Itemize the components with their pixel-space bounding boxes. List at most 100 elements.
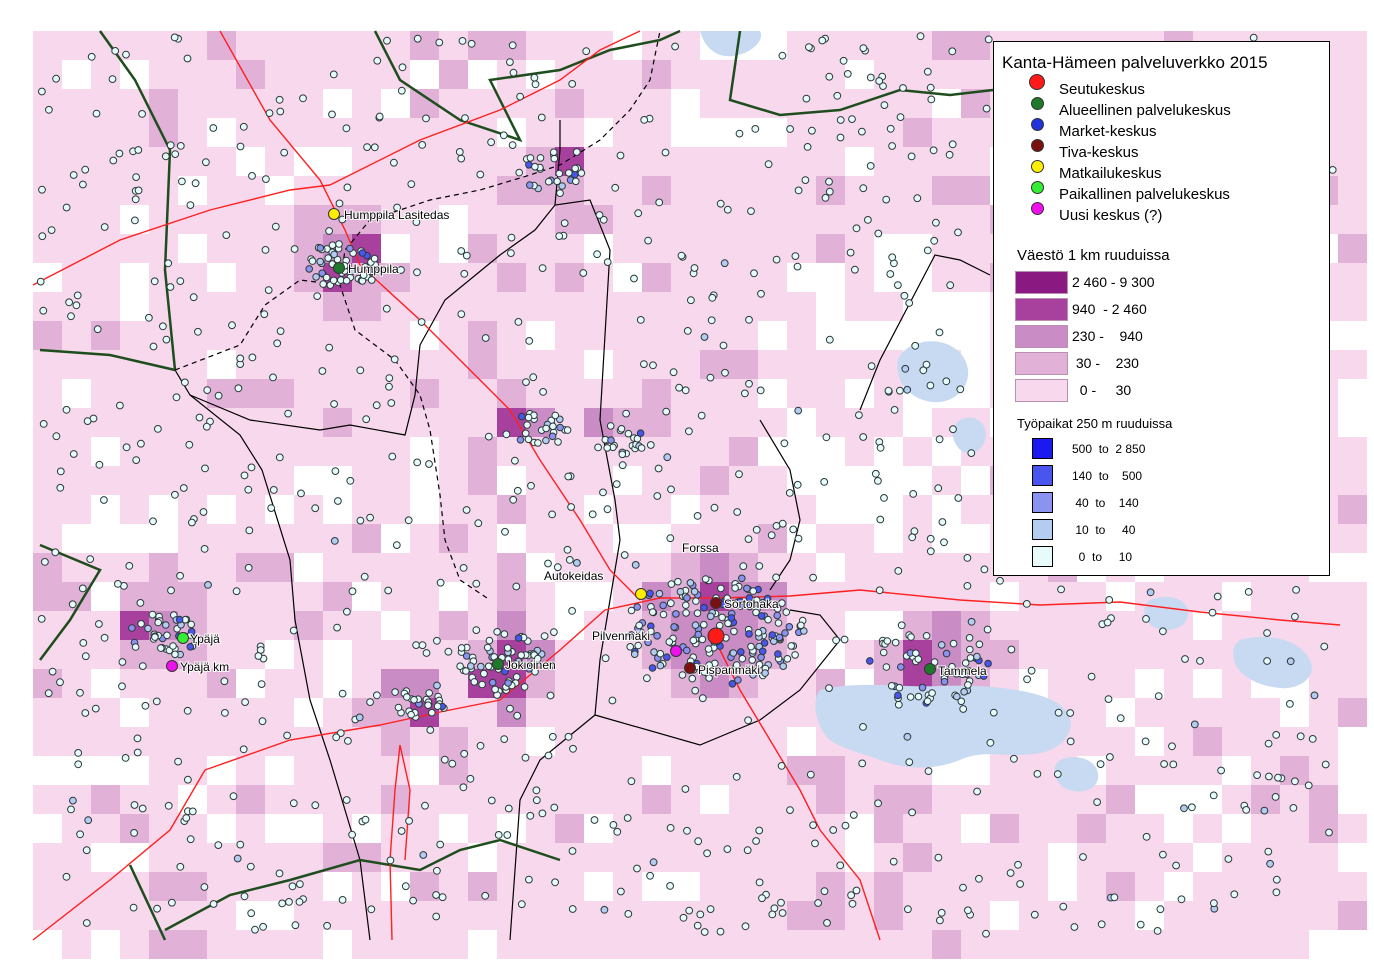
job-grid-circle	[383, 36, 391, 45]
job-grid-circle	[767, 531, 776, 540]
job-grid-circle	[772, 522, 781, 530]
population-cell	[178, 930, 207, 959]
population-cell	[468, 611, 497, 640]
population-cell	[700, 89, 729, 118]
job-grid-circle	[975, 874, 983, 883]
population-cell	[1309, 814, 1338, 843]
population-cell	[526, 466, 555, 495]
population-cell	[178, 727, 207, 756]
population-cell	[33, 872, 62, 901]
service-center-marker	[707, 627, 725, 645]
job-grid-circle	[793, 262, 802, 271]
population-cell	[932, 785, 961, 814]
population-cell	[758, 727, 787, 756]
population-cell	[178, 89, 207, 118]
population-cell	[787, 669, 816, 698]
job-grid-circle	[801, 176, 810, 185]
job-grid-circle	[859, 184, 868, 193]
job-grid-circle	[1136, 920, 1145, 929]
population-cell	[555, 698, 584, 727]
job-grid-circle	[373, 56, 382, 65]
population-cell	[381, 640, 410, 669]
job-grid-circle	[299, 94, 307, 103]
job-grid-circle	[705, 661, 714, 669]
job-grid-circle	[236, 354, 245, 363]
job-grid-circle	[457, 154, 466, 163]
population-cell	[555, 205, 584, 234]
job-grid-circle	[942, 377, 951, 386]
population-cell	[62, 321, 91, 350]
job-grid-circle	[763, 594, 772, 603]
population-cell	[497, 582, 526, 611]
job-grid-circle	[894, 700, 903, 709]
job-grid-circle	[600, 905, 609, 914]
job-grid-circle	[409, 896, 418, 905]
population-cell	[62, 31, 91, 60]
job-grid-circle	[700, 620, 708, 629]
population-cell	[323, 118, 352, 147]
job-grid-circle	[189, 293, 198, 302]
population-cell	[294, 205, 323, 234]
job-grid-circle	[691, 686, 700, 695]
job-grid-circle	[412, 218, 421, 227]
job-grid-circle	[564, 732, 573, 741]
population-cell	[178, 582, 207, 611]
population-cell	[381, 31, 410, 60]
job-grid-circle	[966, 667, 975, 676]
job-grid-circle	[611, 183, 620, 192]
job-grid-circle	[546, 691, 555, 700]
job-grid-circle	[186, 835, 195, 844]
job-grid-circle	[1271, 793, 1280, 801]
job-grid-circle	[759, 598, 767, 607]
job-grid-circle	[843, 70, 852, 78]
job-grid-circle	[720, 259, 729, 268]
job-grid-circle	[251, 925, 259, 934]
job-grid-circle	[889, 857, 898, 866]
job-grid-circle	[131, 643, 140, 651]
job-grid-circle	[867, 362, 876, 371]
job-grid-circle	[690, 587, 699, 596]
job-grid-circle	[1272, 731, 1281, 739]
population-cell	[903, 843, 932, 872]
population-cell	[439, 321, 468, 350]
population-cell	[1338, 495, 1367, 524]
population-cell	[1019, 611, 1048, 640]
population-cell	[236, 176, 265, 205]
job-grid-circle	[81, 652, 90, 661]
population-cell	[468, 234, 497, 263]
population-cell	[236, 495, 265, 524]
job-grid-circle	[891, 638, 900, 647]
population-cell	[1251, 814, 1280, 843]
job-grid-circle	[859, 433, 868, 441]
job-grid-circle	[829, 826, 838, 834]
population-cell	[381, 176, 410, 205]
population-cell	[120, 466, 149, 495]
job-grid-circle	[67, 312, 75, 321]
population-cell	[787, 379, 816, 408]
job-grid-circle	[466, 774, 475, 783]
job-grid-circle	[908, 808, 916, 817]
job-grid-circle	[646, 589, 654, 598]
population-cell	[265, 60, 294, 89]
job-grid-circle	[633, 864, 641, 873]
population-cell	[178, 408, 207, 437]
job-grid-circle	[323, 921, 332, 930]
population-cell	[149, 814, 178, 843]
job-grid-circle	[599, 488, 607, 497]
job-grid-circle	[273, 339, 282, 348]
population-cell	[207, 843, 236, 872]
population-cell	[352, 118, 381, 147]
service-center-marker	[684, 662, 696, 674]
job-grid-circle	[1325, 828, 1333, 837]
population-cell	[352, 350, 381, 379]
job-grid-circle	[723, 594, 732, 603]
blue-dot-icon	[1031, 117, 1044, 131]
population-cell	[990, 611, 1019, 640]
job-grid-circle	[221, 709, 229, 717]
population-cell	[758, 350, 787, 379]
job-grid-circle	[187, 620, 195, 629]
population-cell	[294, 727, 323, 756]
job-grid-circle	[150, 277, 159, 286]
job-grid-circle	[56, 678, 64, 687]
population-cell	[555, 872, 584, 901]
